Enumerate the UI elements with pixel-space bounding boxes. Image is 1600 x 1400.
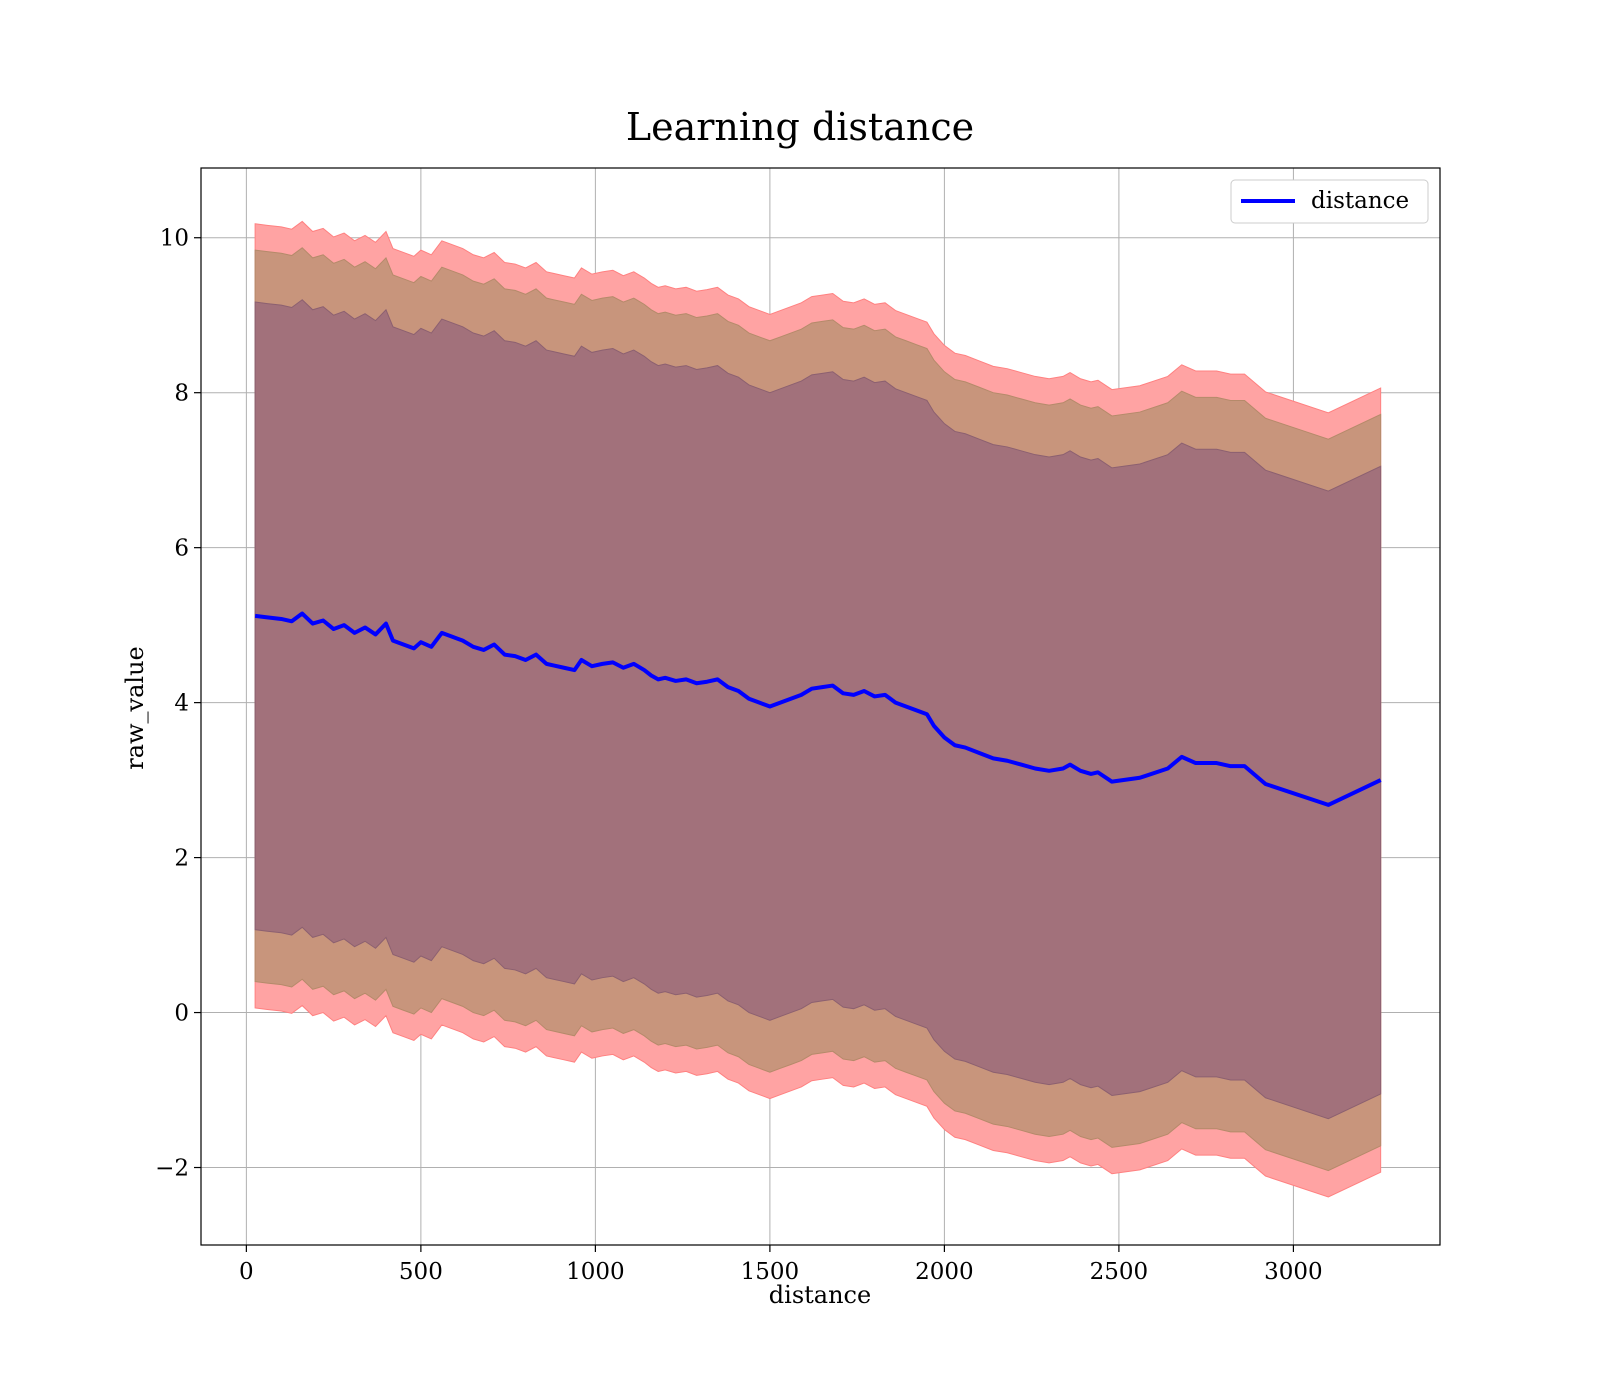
legend-label-distance: distance [1311,188,1409,214]
y-tick-label: 4 [174,691,189,717]
series-line-distance [254,611,1382,807]
series-lines [254,611,1382,807]
x-axis: 0 500 1000 1500 2000 2500 3000 [239,1245,1323,1285]
x-tick-label: 0 [239,1259,254,1285]
y-tick-label: −2 [155,1156,189,1182]
x-tick-label: 1000 [566,1259,625,1285]
y-tick-label: 10 [160,226,189,252]
x-tick-label: 1500 [741,1259,800,1285]
x-tick-label: 2000 [915,1259,974,1285]
y-tick-label: 2 [174,846,189,872]
x-axis-label: distance [769,1281,871,1309]
y-axis: −2 0 2 4 6 8 10 [155,226,201,1182]
y-tick-label: 0 [174,1001,189,1027]
confidence-bands [254,220,1382,1198]
plot-frame [200,167,1441,1246]
legend: distance [1230,179,1429,224]
y-axis-label: raw_value [121,646,149,770]
x-tick-label: 500 [399,1259,443,1285]
x-tick-label: 3000 [1264,1259,1323,1285]
band-inner [254,299,1382,1120]
x-tick-label: 2500 [1090,1259,1149,1285]
legend-box [1230,179,1429,224]
chart-title: Learning distance [626,105,974,149]
y-tick-label: 8 [174,381,189,407]
y-tick-label: 6 [174,536,189,562]
